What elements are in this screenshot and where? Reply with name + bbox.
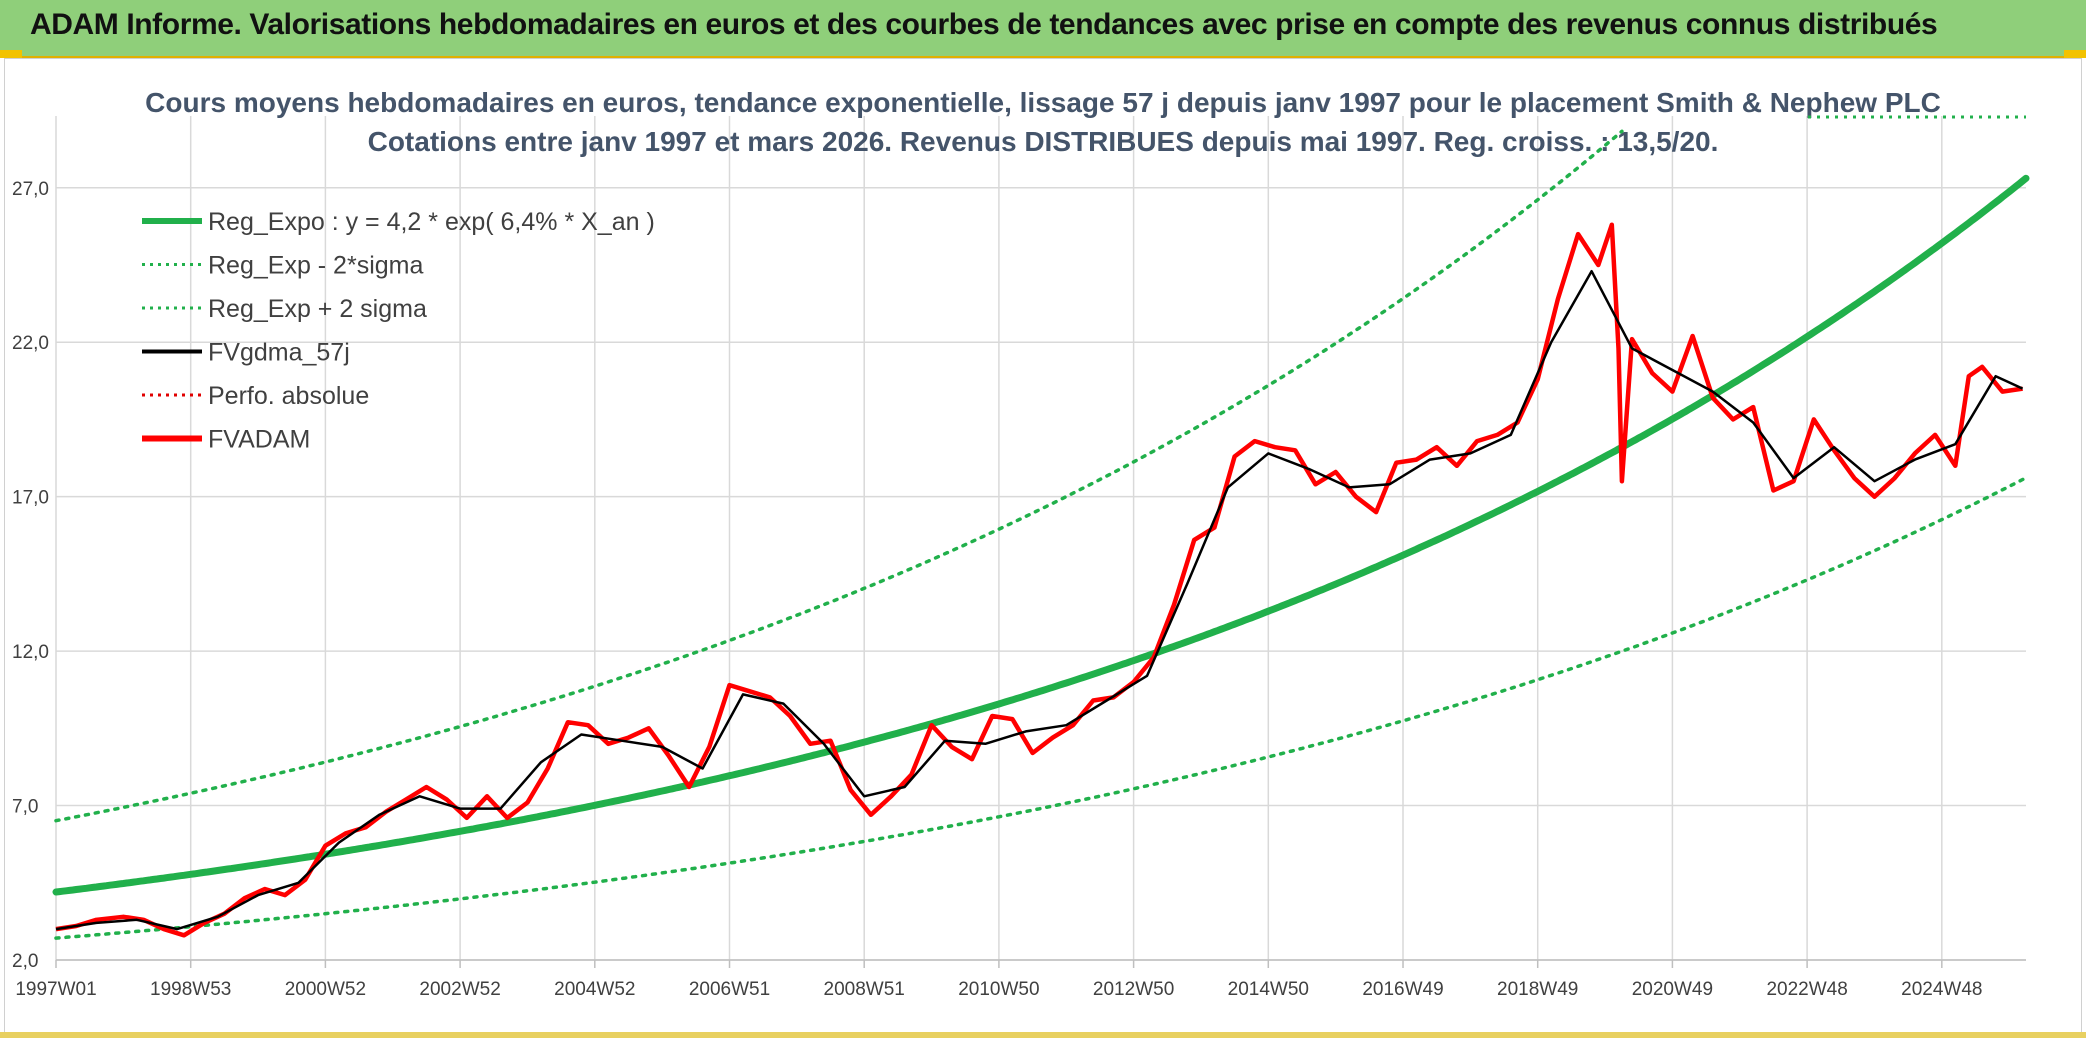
chart-legend: Reg_Expo : y = 4,2 * exp( 6,4% * X_an ) R… bbox=[142, 208, 655, 454]
y-tick-label: 17,0 bbox=[12, 488, 49, 509]
legend-label: Reg_Exp + 2 sigma bbox=[208, 295, 427, 323]
x-tick-label: 2006W51 bbox=[689, 979, 770, 1000]
banner-corner-left bbox=[0, 50, 22, 58]
y-tick-label: 27,0 bbox=[12, 179, 49, 200]
legend-label: Perfo. absolue bbox=[208, 382, 369, 410]
x-tick-label: 2020W49 bbox=[1632, 979, 1713, 1000]
regression-lower-2sigma-line bbox=[54, 476, 2028, 940]
x-tick-label: 2014W50 bbox=[1228, 979, 1309, 1000]
x-tick-label: 1997W01 bbox=[15, 979, 96, 1000]
chart-title-line2: Cotations entre janv 1997 et mars 2026. … bbox=[368, 126, 1719, 157]
x-tick-label: 2002W52 bbox=[419, 979, 500, 1000]
series-fvadam-line bbox=[55, 222, 2023, 938]
y-tick-label: 12,0 bbox=[12, 642, 49, 663]
x-tick-label: 2018W49 bbox=[1497, 979, 1578, 1000]
regression-expo-line bbox=[52, 174, 2030, 896]
legend-label: Reg_Exp - 2*sigma bbox=[208, 252, 423, 280]
y-tick-label: 22,0 bbox=[12, 333, 49, 354]
y-tick-label: 2,0 bbox=[12, 951, 38, 972]
series-fvgdma-57j-line bbox=[55, 269, 2024, 931]
x-tick-label: 2000W52 bbox=[285, 979, 366, 1000]
x-tick-label: 2016W49 bbox=[1362, 979, 1443, 1000]
report-title: ADAM Informe. Valorisations hebdomadaire… bbox=[30, 8, 1938, 41]
x-tick-label: 2012W50 bbox=[1093, 979, 1174, 1000]
x-tick-label: 2024W48 bbox=[1901, 979, 1982, 1000]
banner-corner-right bbox=[2064, 50, 2086, 58]
x-tick-label: 2010W50 bbox=[958, 979, 1039, 1000]
y-tick-label: 7,0 bbox=[12, 797, 38, 818]
x-tick-label: 2022W48 bbox=[1766, 979, 1847, 1000]
report-banner: ADAM Informe. Valorisations hebdomadaire… bbox=[0, 0, 2086, 58]
legend-label: Reg_Expo : y = 4,2 * exp( 6,4% * X_an ) bbox=[208, 208, 655, 236]
legend-label: FVADAM bbox=[208, 426, 310, 454]
bottom-bar bbox=[0, 1032, 2086, 1038]
x-tick-label: 2008W51 bbox=[824, 979, 905, 1000]
chart-title-line1: Cours moyens hebdomadaires en euros, ten… bbox=[145, 87, 1941, 118]
x-tick-label: 1998W53 bbox=[150, 979, 231, 1000]
x-tick-label: 2004W52 bbox=[554, 979, 635, 1000]
legend-label: FVgdma_57j bbox=[208, 339, 350, 367]
regression-upper-2sigma-line bbox=[54, 129, 1624, 823]
